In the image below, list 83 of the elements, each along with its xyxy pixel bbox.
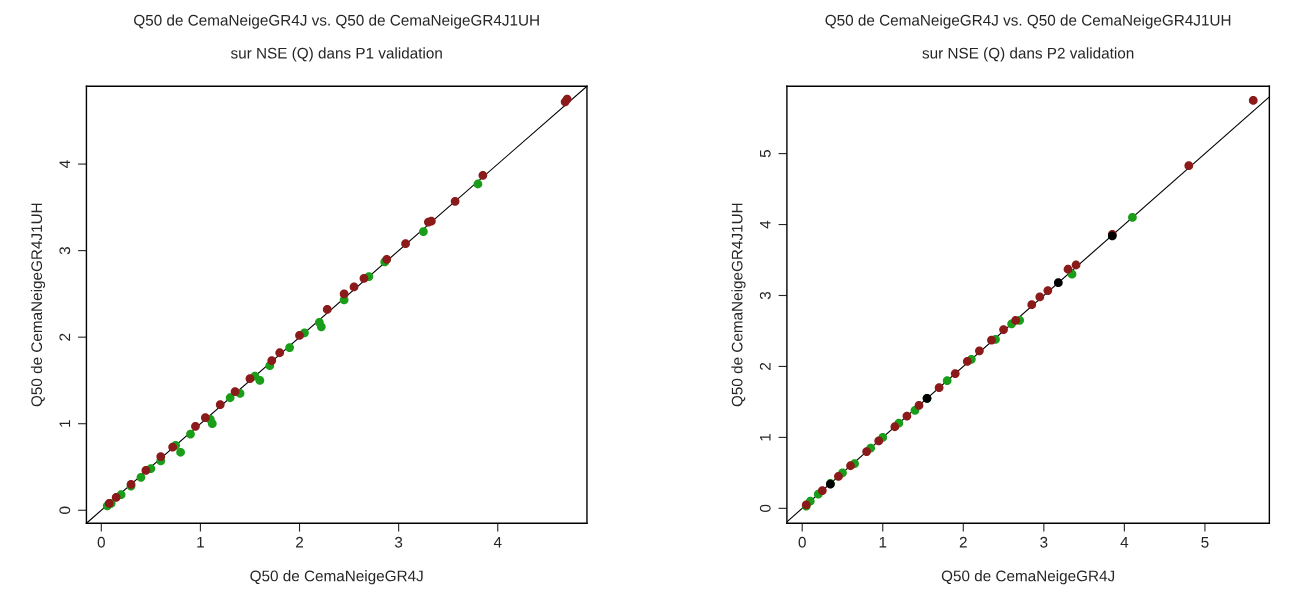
point	[1248, 95, 1258, 105]
point	[846, 461, 855, 471]
point	[111, 492, 121, 502]
point	[136, 472, 146, 482]
point	[834, 472, 843, 481]
y-tick-label: 3	[759, 291, 771, 300]
point	[934, 383, 944, 393]
point	[215, 400, 225, 410]
point	[191, 421, 200, 431]
chart-subtitle: sur NSE (Q) dans P1 validation	[230, 47, 442, 62]
point	[339, 289, 349, 299]
x-tick-label: 0	[798, 536, 806, 548]
point	[1128, 213, 1137, 222]
x-tick-label: 2	[296, 536, 303, 548]
x-tick-label: 3	[1040, 536, 1048, 548]
x-axis-title: Q50 de CemaNeigeGR4J	[250, 570, 423, 585]
y-tick-label: 3	[59, 247, 71, 255]
point	[207, 419, 217, 429]
point	[1011, 315, 1021, 325]
y-tick-label: 4	[760, 220, 771, 229]
y-tick-label: 0	[759, 504, 771, 512]
point	[1035, 292, 1045, 302]
chart-subtitle: sur NSE (Q) dans P2 validation	[922, 47, 1134, 62]
x-tick-label: 1	[879, 536, 887, 548]
y-axis-title: Q50 de CemaNeigeGR4J1UH	[30, 203, 46, 407]
point	[1071, 260, 1081, 270]
point	[156, 452, 166, 461]
point	[975, 346, 984, 356]
point	[817, 486, 827, 495]
point	[322, 305, 332, 314]
point	[874, 436, 884, 446]
y-tick-label: 1	[760, 433, 771, 441]
point	[914, 401, 924, 410]
point	[275, 348, 285, 358]
point	[1063, 264, 1073, 274]
point	[1053, 278, 1063, 288]
point	[285, 343, 294, 352]
point	[401, 239, 410, 249]
y-tick-label: 4	[59, 160, 71, 168]
point	[1184, 161, 1194, 171]
point	[1043, 286, 1053, 295]
point	[316, 322, 326, 332]
point	[295, 331, 304, 340]
point	[359, 273, 369, 283]
point	[450, 196, 460, 206]
point	[186, 429, 195, 439]
point	[200, 413, 210, 423]
x-tick-label: 2	[959, 536, 967, 548]
point	[962, 357, 972, 366]
x-tick-label: 4	[1120, 536, 1129, 548]
point	[230, 387, 240, 397]
y-tick-label: 1	[59, 420, 71, 427]
point	[987, 335, 996, 345]
point	[473, 179, 483, 189]
chart-title: Q50 de CemaNeigeGR4J vs. Q50 de CemaNeigeGR4J1UH	[134, 14, 539, 29]
point	[245, 374, 255, 384]
point	[950, 369, 960, 378]
point	[349, 282, 359, 292]
point	[141, 466, 151, 475]
point	[255, 376, 265, 385]
point	[267, 356, 277, 365]
x-tick-label: 5	[1201, 536, 1209, 548]
point	[1027, 300, 1037, 310]
point	[176, 447, 185, 457]
point	[890, 422, 900, 432]
x-tick-label: 1	[197, 536, 204, 548]
y-tick-label: 5	[760, 149, 771, 158]
y-tick-label: 2	[59, 333, 71, 341]
y-tick-label: 2	[759, 362, 771, 370]
point	[999, 325, 1008, 334]
x-tick-label: 4	[493, 536, 502, 548]
chart-title: Q50 de CemaNeigeGR4J vs. Q50 de CemaNeigeGR4J1UH	[825, 14, 1231, 29]
y-tick-label: 0	[59, 506, 71, 514]
point	[478, 170, 488, 180]
x-tick-label: 3	[394, 536, 403, 548]
point	[902, 411, 912, 421]
point	[862, 447, 872, 456]
point	[942, 376, 952, 386]
y-axis-title: Q50 de CemaNeigeGR4J1UH	[731, 203, 746, 407]
point	[419, 227, 428, 236]
x-axis-title: Q50 de CemaNeigeGR4J	[941, 570, 1115, 585]
x-tick-label: 0	[97, 536, 105, 548]
point	[225, 393, 235, 403]
